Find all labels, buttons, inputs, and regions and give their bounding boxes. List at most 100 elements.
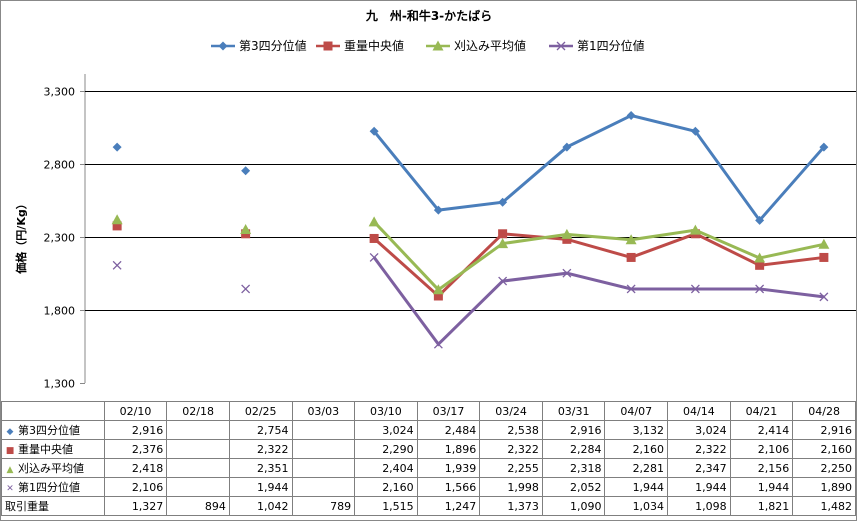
data-label: 2,322	[228, 439, 293, 459]
data-point	[690, 126, 700, 136]
data-label: 1,098	[667, 496, 731, 516]
data-point	[432, 284, 444, 295]
table-row: 02/10 02/18 02/25 03/03 03/10 03/17 03/24 03/31…	[1, 401, 856, 421]
data-label: 2,160	[604, 439, 669, 459]
data-point	[241, 284, 251, 294]
data-point	[561, 228, 573, 239]
data-label: 1,482	[792, 496, 856, 516]
data-label: 2,754	[228, 420, 293, 440]
data-point	[433, 205, 443, 215]
x-tick-label: 02/10	[103, 401, 168, 421]
table-row: ▲ 刈込み平均値 2,418 2,351 2,404 1,939 2,255 2,318 2,2…	[1, 458, 856, 478]
data-label: 2,916	[541, 420, 606, 440]
data-label: 1,944	[228, 477, 293, 497]
series-line	[372, 113, 826, 223]
data-point	[755, 215, 765, 225]
chart-legend: 第3四分位値 重量中央値 刈込み平均値 第1四分位値	[211, 38, 645, 53]
data-label: 2,351	[228, 458, 293, 478]
data-label: 2,156	[729, 458, 794, 478]
data-point	[433, 291, 443, 301]
y-tick-label: 1,300	[44, 378, 76, 391]
data-point	[562, 142, 572, 152]
data-label: 2,052	[541, 477, 606, 497]
series-line	[372, 256, 825, 347]
x-tick-label: 04/07	[604, 401, 669, 421]
legend-label: 重量中央値	[344, 38, 404, 53]
data-point	[689, 224, 701, 235]
data-point	[112, 260, 122, 270]
y-axis-label: 価格（円/Kg）	[14, 198, 28, 274]
y-tick-label: 3,300	[44, 86, 76, 99]
data-label: 1,515	[354, 496, 418, 516]
series-group	[111, 111, 830, 349]
data-label: 3,132	[604, 420, 669, 440]
data-label: 1,939	[416, 458, 481, 478]
series-line	[373, 220, 825, 292]
data-label: 2,160	[792, 439, 856, 459]
data-label: 2,916	[792, 420, 856, 440]
y-tick-label: 1,800	[44, 305, 76, 318]
data-point	[112, 142, 122, 152]
data-point	[562, 234, 572, 244]
data-label: 2,318	[541, 458, 606, 478]
row-label: ▲ 刈込み平均値	[1, 458, 105, 478]
data-point	[369, 233, 379, 243]
x-tick-label: 03/17	[416, 401, 481, 421]
data-label: 789	[291, 496, 356, 516]
row-label-text: 刈込み平均値	[18, 462, 84, 475]
data-point	[497, 238, 509, 249]
data-point	[625, 234, 637, 245]
y-tick-label: 2,300	[44, 232, 76, 245]
data-point	[498, 229, 508, 239]
x-tick-label: 03/03	[291, 401, 356, 421]
data-label: 2,347	[667, 458, 731, 478]
data-label: 1,566	[416, 477, 481, 497]
data-point	[819, 292, 829, 302]
data-label: 1,890	[792, 477, 856, 497]
data-label	[291, 458, 356, 478]
data-label: 2,284	[541, 439, 606, 459]
data-point	[112, 221, 122, 231]
data-label: 2,916	[103, 420, 168, 440]
data-label: 1,090	[541, 496, 606, 516]
data-label: 2,106	[103, 477, 168, 497]
data-point	[111, 214, 123, 225]
row-label-text: 重量中央値	[18, 443, 73, 456]
x-tick-label: 02/25	[228, 401, 293, 421]
data-point	[369, 126, 379, 136]
data-label: 3,024	[667, 420, 731, 440]
table-row: 取引重量 1,327 894 1,042 789 1,515 1,247 1,373 1,090…	[1, 496, 856, 516]
data-point	[498, 197, 508, 207]
row-marker-icon: ◆	[6, 427, 14, 437]
data-point	[819, 252, 829, 262]
data-point	[690, 284, 700, 294]
chart-area: 九 州-和牛3-かたばら 第3四分位値 重量中央値 刈込み平均値 第1四分位値 価格（…	[14, 8, 856, 391]
data-label: 3,024	[354, 420, 418, 440]
data-label: 2,322	[667, 439, 731, 459]
data-point	[818, 238, 830, 249]
row-label-text: 第1四分位値	[18, 481, 80, 494]
legend-marker	[323, 41, 333, 51]
y-tick-label: 2,800	[44, 159, 76, 172]
x-tick-label: 04/28	[792, 401, 856, 421]
data-label: 2,376	[103, 439, 168, 459]
data-point	[755, 260, 765, 270]
table-corner-cell	[1, 401, 105, 421]
gridlines	[80, 74, 856, 384]
series-2	[112, 221, 829, 301]
data-label: 1,998	[479, 477, 543, 497]
data-label: 2,418	[103, 458, 168, 478]
legend-label: 第3四分位値	[239, 38, 307, 53]
data-label: 1,944	[604, 477, 669, 497]
data-label: 2,160	[354, 477, 418, 497]
data-label	[291, 477, 356, 497]
data-label: 1,042	[228, 496, 293, 516]
row-label: 取引重量	[1, 496, 105, 516]
chart-title: 九 州-和牛3-かたばら	[365, 8, 492, 23]
data-point	[755, 284, 765, 294]
series-3	[111, 214, 830, 295]
data-label: 1,034	[604, 496, 669, 516]
data-point	[626, 284, 636, 294]
legend-label: 刈込み平均値	[454, 38, 526, 53]
